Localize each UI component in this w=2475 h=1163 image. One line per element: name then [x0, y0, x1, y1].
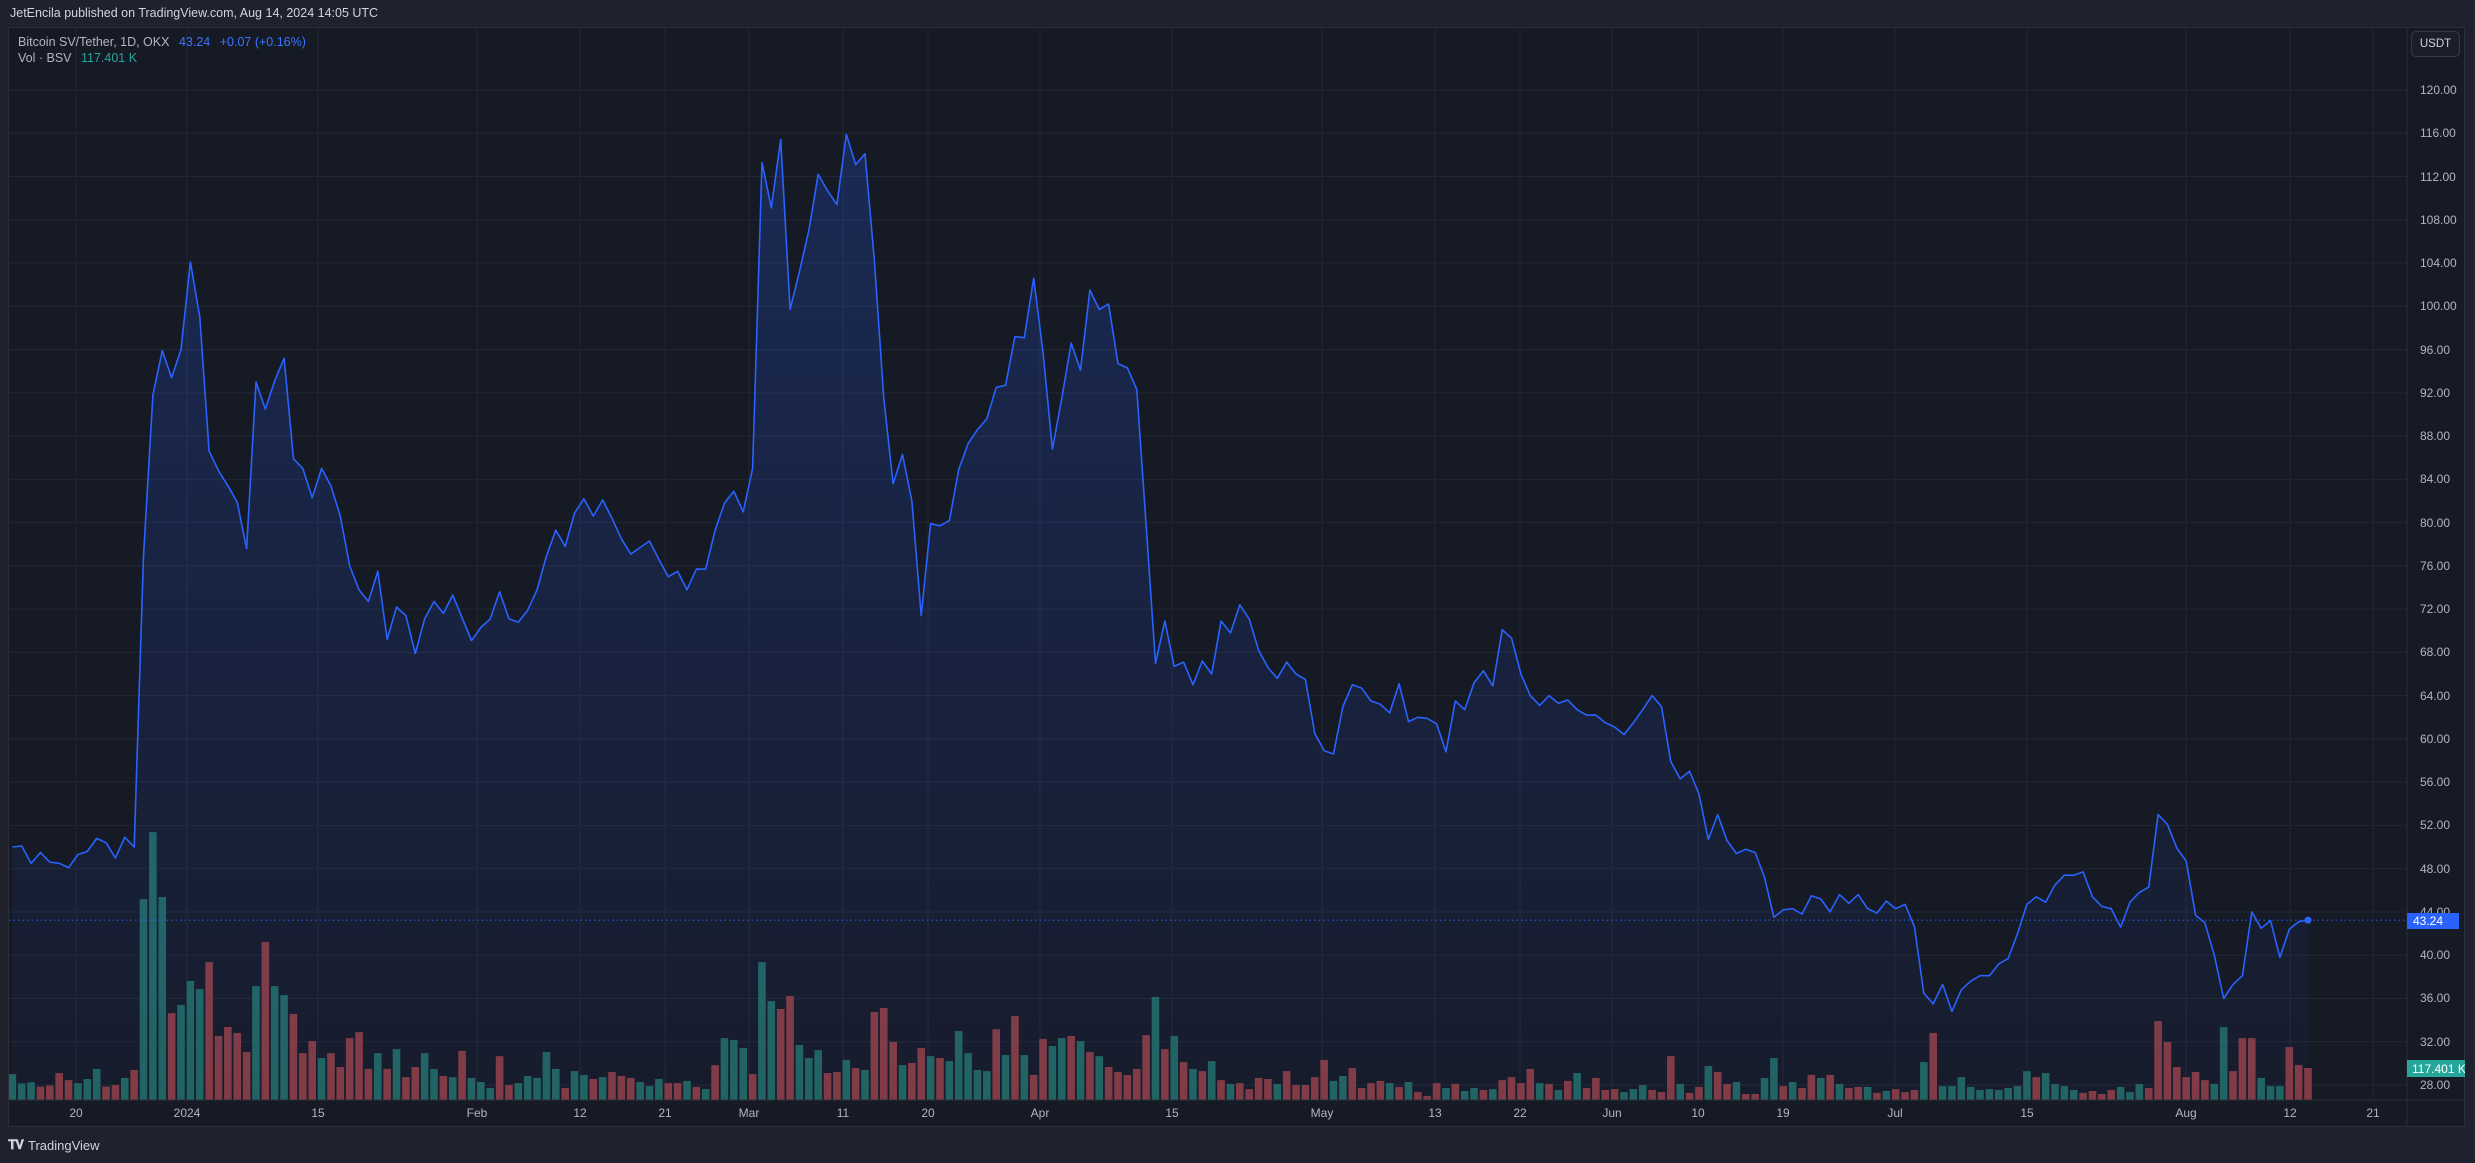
time-tick-label: 20: [69, 1106, 83, 1120]
last-price-value: 43.24: [178, 35, 211, 49]
time-tick-label: 2024: [173, 1106, 201, 1120]
price-tick-label: 88.00: [2420, 429, 2451, 444]
price-tick-label: 100.00: [2420, 299, 2457, 314]
price-tick-label: 28.00: [2420, 1077, 2451, 1092]
brand-name: TradingView: [28, 1137, 100, 1153]
time-tick-label: 15: [311, 1106, 325, 1120]
last-volume-label: 117.401 K: [2407, 1060, 2465, 1077]
price-tick-label: 72.00: [2420, 602, 2451, 617]
time-tick-label: 12: [573, 1106, 587, 1120]
last-price-dot: [2304, 916, 2312, 924]
price-change: +0.07 (+0.16%): [219, 35, 306, 49]
time-tick-label: 13: [1428, 1106, 1442, 1120]
price-tick-label: 84.00: [2420, 472, 2451, 487]
time-tick-label: 15: [1165, 1106, 1179, 1120]
price-tick-label: 68.00: [2420, 645, 2451, 660]
price-area-fill: [12, 134, 2308, 1100]
time-tick-label: Apr: [1030, 1106, 1050, 1120]
time-tick-label: Feb: [466, 1106, 488, 1120]
price-tick-label: 52.00: [2420, 818, 2451, 833]
time-tick-label: 10: [1691, 1106, 1705, 1120]
price-tick-label: 96.00: [2420, 342, 2451, 357]
price-tick-label: 56.00: [2420, 775, 2451, 790]
price-tick-label: 64.00: [2420, 688, 2451, 703]
time-tick-label: 21: [658, 1106, 672, 1120]
price-tick-label: 48.00: [2420, 861, 2451, 876]
publish-info: JetEncila published on TradingView.com, …: [10, 6, 379, 20]
time-tick-label: Jul: [1887, 1106, 1903, 1120]
price-tick-label: 108.00: [2420, 212, 2457, 227]
symbol-legend[interactable]: Bitcoin SV/Tether, 1D, OKX 43.24 +0.07 (…: [18, 35, 312, 49]
time-tick-label: 22: [1513, 1106, 1527, 1120]
time-tick-label: 11: [836, 1106, 850, 1120]
price-line: [12, 133, 2309, 1013]
price-tick-label: 92.00: [2420, 385, 2451, 400]
symbol-title: Bitcoin SV/Tether, 1D, OKX: [18, 35, 170, 49]
time-tick-label: May: [1310, 1106, 1334, 1120]
time-tick-label: 12: [2283, 1106, 2297, 1120]
price-tick-label: 40.00: [2420, 948, 2451, 963]
last-price-label: 43.24: [2407, 913, 2459, 929]
volume-title: Vol · BSV: [18, 51, 72, 65]
volume-value: 117.401 K: [80, 51, 138, 65]
price-tick-label: 112.00: [2420, 169, 2456, 184]
time-tick-label: 21: [2366, 1106, 2380, 1120]
price-tick-label: 80.00: [2420, 515, 2451, 530]
price-tick-label: 60.00: [2420, 731, 2451, 746]
currency-button[interactable]: USDT: [2411, 31, 2460, 57]
time-tick-label: Aug: [2175, 1106, 2197, 1120]
volume-legend[interactable]: Vol · BSV 117.401 K: [18, 51, 143, 65]
time-tick-label: 20: [921, 1106, 935, 1120]
price-tick-label: 36.00: [2420, 991, 2451, 1006]
footer-brand[interactable]: 𝐓𝐕 TradingView: [8, 1137, 100, 1153]
price-tick-label: 32.00: [2420, 1034, 2451, 1049]
time-tick-label: Mar: [738, 1106, 760, 1120]
price-tick-label: 76.00: [2420, 558, 2451, 573]
price-tick-label: 116.00: [2420, 126, 2456, 141]
tradingview-logo-icon: 𝐓𝐕: [8, 1137, 24, 1152]
price-tick-label: 104.00: [2420, 256, 2457, 271]
time-tick-label: 19: [1776, 1106, 1790, 1120]
time-tick-label: 15: [2020, 1106, 2034, 1120]
price-tick-label: 120.00: [2420, 83, 2457, 97]
time-tick-label: Jun: [1602, 1106, 1622, 1120]
